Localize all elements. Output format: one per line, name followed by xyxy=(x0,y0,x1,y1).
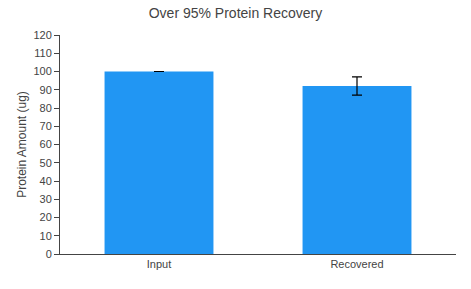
svg-text:30: 30 xyxy=(40,193,52,205)
svg-text:Protein Amount (ug): Protein Amount (ug) xyxy=(15,91,29,198)
svg-text:110: 110 xyxy=(34,47,52,59)
svg-text:100: 100 xyxy=(33,65,51,77)
svg-text:90: 90 xyxy=(40,84,52,96)
svg-text:80: 80 xyxy=(40,102,52,114)
svg-text:60: 60 xyxy=(40,138,52,150)
svg-text:0: 0 xyxy=(46,248,52,260)
svg-text:70: 70 xyxy=(40,120,52,132)
svg-text:10: 10 xyxy=(40,230,52,242)
svg-text:120: 120 xyxy=(33,29,51,41)
svg-text:40: 40 xyxy=(40,175,52,187)
svg-text:Over 95% Protein Recovery: Over 95% Protein Recovery xyxy=(149,5,323,21)
svg-text:Input: Input xyxy=(147,258,171,270)
svg-text:50: 50 xyxy=(40,157,52,169)
svg-text:Recovered: Recovered xyxy=(330,258,383,270)
svg-text:20: 20 xyxy=(40,211,52,223)
